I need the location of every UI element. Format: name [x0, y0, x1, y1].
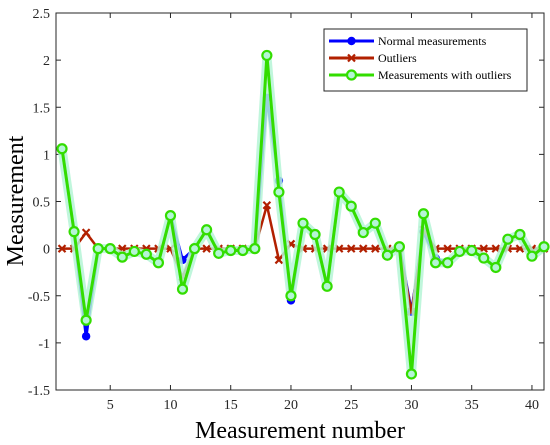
legend-label: Normal measurements — [378, 34, 487, 48]
y-tick-label: -1 — [38, 337, 50, 352]
data-point-ring — [285, 290, 297, 302]
data-point-x — [346, 244, 356, 253]
y-tick-label: -0.5 — [28, 290, 50, 305]
data-point-ring — [273, 186, 285, 198]
data-point-ring — [490, 261, 502, 274]
y-axis-label: Measurement — [3, 135, 29, 266]
data-point-ring — [357, 227, 369, 239]
y-tick-label: 1 — [43, 148, 50, 163]
data-point-ring — [538, 241, 550, 253]
x-tick-label: 20 — [284, 398, 298, 413]
data-point-ring — [454, 245, 466, 258]
legend: Normal measurements Outliers Measurements … — [323, 28, 528, 92]
legend-marker-ring — [345, 69, 358, 81]
data-point-ring — [80, 314, 92, 326]
data-point-ring — [526, 250, 538, 262]
data-point-ring — [478, 252, 490, 264]
legend-marker — [347, 36, 356, 46]
data-point-ring — [188, 243, 201, 255]
y-axis-ticks: -1.5 -1 -0.5 0 0.5 1 1.5 2 2.5 — [28, 7, 544, 399]
data-point-ring — [201, 224, 213, 236]
data-point-ring — [225, 244, 237, 257]
series-layer — [56, 49, 550, 380]
data-point-x — [57, 244, 67, 253]
y-tick-label: 1.5 — [33, 101, 51, 116]
x-tick-label: 10 — [163, 398, 177, 413]
x-tick-label: 5 — [107, 398, 114, 413]
data-point-ring — [417, 208, 430, 220]
data-point-ring — [249, 243, 261, 255]
data-point-ring — [369, 217, 381, 229]
legend-label: Outliers — [378, 51, 417, 65]
data-point-ring — [381, 249, 393, 261]
y-tick-label: -1.5 — [28, 384, 50, 399]
series-3 — [56, 49, 550, 380]
data-point-x — [479, 244, 489, 253]
data-point-ring — [405, 368, 418, 380]
x-tick-label: 25 — [344, 398, 358, 413]
data-point-ring — [92, 243, 104, 255]
data-point-x — [262, 200, 272, 210]
data-point-x — [202, 244, 211, 253]
data-point-x — [334, 244, 344, 253]
data-point-ring — [393, 241, 406, 253]
data-point-ring — [333, 186, 345, 198]
data-point-ring — [309, 228, 321, 241]
y-tick-label: 0 — [43, 243, 50, 258]
legend-marker-x — [347, 53, 356, 63]
data-point-ring — [116, 251, 128, 263]
y-tick-label: 2 — [43, 54, 50, 69]
x-tick-label: 30 — [404, 398, 418, 413]
y-tick-label: 2.5 — [33, 7, 51, 22]
data-point-x — [81, 228, 91, 237]
x-tick-label: 15 — [224, 398, 238, 413]
data-point-ring — [429, 257, 442, 269]
data-point-ring — [140, 248, 152, 260]
x-tick-label: 40 — [525, 398, 539, 413]
data-point-ring — [176, 283, 189, 295]
data-point-ring — [502, 233, 514, 245]
data-point-ring — [68, 226, 80, 238]
data-point-ring — [345, 200, 357, 212]
data-point-ring — [104, 243, 116, 255]
legend-label: Measurements with outliers — [378, 68, 512, 82]
data-point-x — [443, 244, 452, 253]
data-point-ring — [152, 257, 165, 269]
data-point-x — [358, 244, 368, 253]
data-point-ring — [213, 247, 225, 259]
data-point-x — [274, 255, 284, 265]
data-point-ring — [321, 280, 333, 292]
data-point-ring — [56, 143, 68, 155]
data-point-x — [371, 244, 380, 253]
x-axis-label: Measurement number — [195, 418, 405, 444]
legend-box — [323, 28, 528, 92]
data-point-ring — [442, 257, 454, 269]
data-point-ring — [164, 210, 177, 222]
data-point-ring — [128, 245, 140, 258]
data-point-ring — [261, 49, 273, 62]
data-point-ring — [514, 228, 526, 241]
data-point-ring — [466, 244, 478, 257]
x-axis-ticks: 5 10 15 20 25 30 35 40 — [107, 13, 539, 413]
y-tick-label: 0.5 — [33, 196, 51, 211]
x-tick-label: 35 — [465, 398, 479, 413]
data-point-ring — [237, 244, 249, 257]
data-point-ring — [297, 217, 309, 229]
data-point — [81, 332, 91, 341]
